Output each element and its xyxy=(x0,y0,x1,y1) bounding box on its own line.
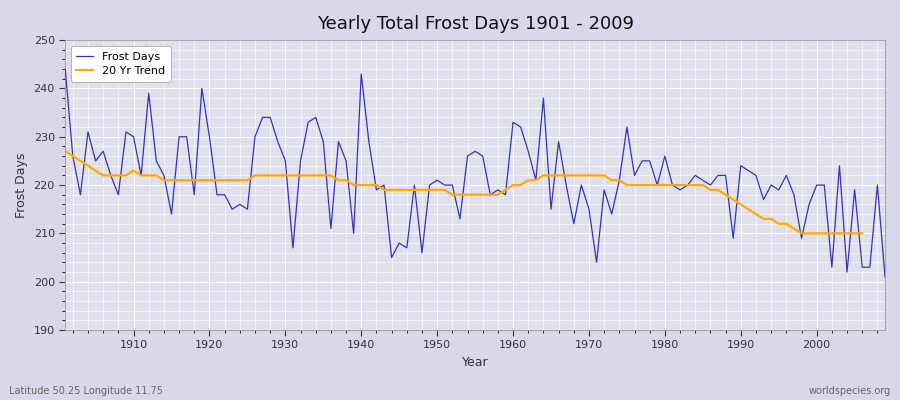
20 Yr Trend xyxy=(59,149,70,154)
Frost Days xyxy=(59,67,70,72)
20 Yr Trend xyxy=(607,178,617,183)
Legend: Frost Days, 20 Yr Trend: Frost Days, 20 Yr Trend xyxy=(71,46,171,82)
20 Yr Trend xyxy=(530,178,541,183)
X-axis label: Year: Year xyxy=(462,356,489,369)
Frost Days xyxy=(879,274,890,279)
20 Yr Trend xyxy=(83,163,94,168)
Frost Days xyxy=(121,130,131,134)
Line: Frost Days: Frost Days xyxy=(65,69,885,277)
Frost Days xyxy=(287,246,298,250)
20 Yr Trend xyxy=(796,231,807,236)
Frost Days xyxy=(500,192,511,197)
Frost Days xyxy=(508,120,518,125)
20 Yr Trend xyxy=(523,178,534,183)
Frost Days xyxy=(333,139,344,144)
20 Yr Trend xyxy=(751,212,761,216)
Frost Days xyxy=(598,188,609,192)
20 Yr Trend xyxy=(576,173,587,178)
Text: worldspecies.org: worldspecies.org xyxy=(809,386,891,396)
Text: Latitude 50.25 Longitude 11.75: Latitude 50.25 Longitude 11.75 xyxy=(9,386,163,396)
20 Yr Trend xyxy=(857,231,868,236)
Y-axis label: Frost Days: Frost Days xyxy=(15,152,28,218)
Line: 20 Yr Trend: 20 Yr Trend xyxy=(65,151,862,233)
Title: Yearly Total Frost Days 1901 - 2009: Yearly Total Frost Days 1901 - 2009 xyxy=(317,15,634,33)
